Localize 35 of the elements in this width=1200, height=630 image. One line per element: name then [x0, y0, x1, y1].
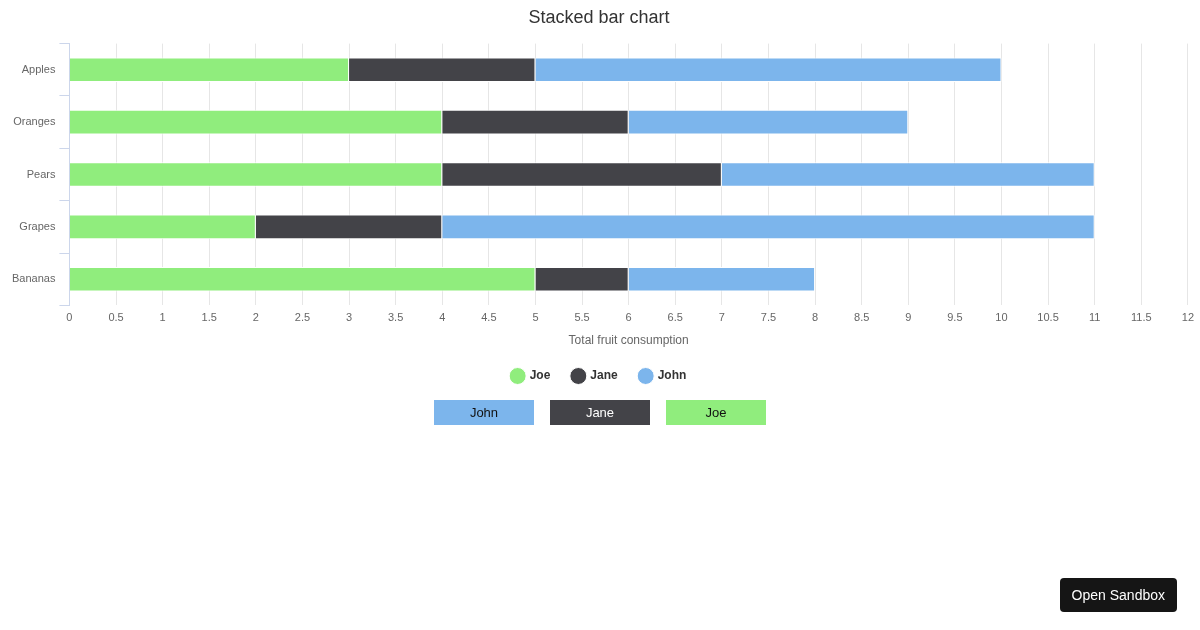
y-tick-label: Apples	[21, 62, 56, 75]
chart-title: Stacked bar chart	[528, 6, 670, 27]
x-tick-label: 2	[252, 311, 259, 324]
x-tick-label: 10	[995, 311, 1008, 324]
x-tick-label: 9.5	[947, 311, 963, 324]
x-tick-label: 6.5	[667, 311, 683, 324]
y-tick-label: Grapes	[19, 219, 56, 232]
x-tick-label: 0	[66, 311, 73, 324]
x-tick-label: 0.5	[108, 311, 124, 324]
x-tick-label: 8	[812, 311, 819, 324]
x-tick-label: 12	[1181, 311, 1195, 324]
y-tick-label: Pears	[26, 167, 56, 180]
x-tick-label: 11.5	[1130, 311, 1152, 324]
x-tick-label: 9	[905, 311, 912, 324]
x-tick-label: 1	[159, 311, 166, 324]
x-tick-label: 3.5	[387, 311, 404, 324]
legend-label: Jane	[590, 368, 619, 383]
x-tick-label: 2.5	[294, 311, 311, 324]
legend-label: Joe	[529, 368, 551, 383]
y-tick-label: Bananas	[11, 272, 56, 285]
x-tick-label: 4	[439, 311, 446, 324]
x-tick-label: 4.5	[481, 311, 497, 324]
x-tick-label: 5	[532, 311, 539, 324]
x-tick-label: 1.5	[201, 311, 217, 324]
x-axis-title: Total fruit consumption	[568, 333, 689, 348]
y-tick-label: Oranges	[13, 115, 56, 128]
x-tick-label: 3	[345, 311, 353, 324]
x-tick-label: 7	[718, 311, 725, 324]
x-tick-label: 6	[625, 311, 632, 324]
x-tick-label: 11	[1088, 311, 1101, 324]
x-tick-label: 10.5	[1037, 311, 1059, 324]
x-tick-label: 8.5	[854, 311, 870, 324]
legend-label: John	[657, 368, 687, 383]
x-tick-label: 5.5	[574, 311, 590, 324]
x-tick-label: 7.5	[760, 311, 777, 324]
